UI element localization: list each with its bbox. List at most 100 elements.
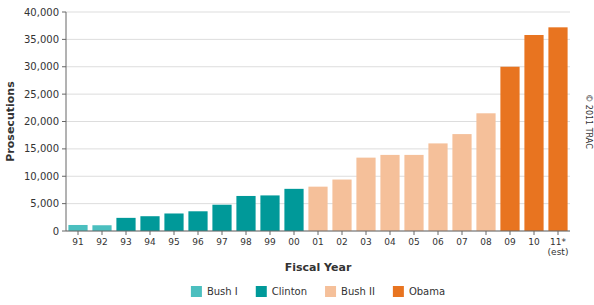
legend-label: Bush II xyxy=(341,286,375,297)
x-tick-label: 95 xyxy=(168,237,179,247)
legend-label: Obama xyxy=(409,286,445,297)
grid-line xyxy=(66,39,570,40)
y-tick xyxy=(62,231,66,232)
x-tick xyxy=(198,231,199,235)
legend-swatch xyxy=(393,286,404,297)
x-tick-label: 91 xyxy=(72,237,83,247)
bar xyxy=(500,67,519,231)
x-tick-label: 05 xyxy=(408,237,419,247)
x-tick xyxy=(78,231,79,235)
x-tick xyxy=(390,231,391,235)
bar xyxy=(428,143,447,231)
y-tick-label: 10,000 xyxy=(24,171,59,182)
legend-item: Bush II xyxy=(325,286,375,297)
x-tick-label: 08 xyxy=(480,237,492,247)
x-tick xyxy=(366,231,367,235)
annotation: © 2011 TRAC xyxy=(584,94,593,149)
x-tick xyxy=(534,231,535,235)
bar xyxy=(68,225,87,231)
y-axis-line xyxy=(66,12,67,231)
y-tick xyxy=(62,148,66,149)
x-tick-label: 07 xyxy=(456,237,467,247)
x-tick xyxy=(246,231,247,235)
bar xyxy=(548,27,567,231)
x-tick xyxy=(486,231,487,235)
x-tick-label: 02 xyxy=(336,237,347,247)
x-axis-title: Fiscal Year xyxy=(285,261,352,274)
legend-swatch xyxy=(256,286,267,297)
bar xyxy=(452,134,471,231)
x-tick xyxy=(294,231,295,235)
legend-swatch xyxy=(325,286,336,297)
grid-line xyxy=(66,12,570,13)
x-tick-label: 09 xyxy=(504,237,516,247)
y-tick-label: 15,000 xyxy=(24,143,59,154)
x-tick-label: 97 xyxy=(216,237,227,247)
legend-item: Bush I xyxy=(191,286,238,297)
legend: Bush I Clinton Bush II Obama xyxy=(191,286,445,297)
x-tick xyxy=(318,231,319,235)
x-tick-label: 04 xyxy=(384,237,396,247)
x-tick xyxy=(414,231,415,235)
x-tick-label: 10 xyxy=(528,237,540,247)
bar xyxy=(404,155,423,231)
x-tick xyxy=(150,231,151,235)
chart: 0 5,000 10,000 15,000 20,000 25,000 30,000 35,0… xyxy=(0,0,594,305)
y-axis-title: Prosecutions xyxy=(4,81,17,162)
y-tick xyxy=(62,12,66,13)
bars xyxy=(68,27,567,231)
y-tick xyxy=(62,66,66,67)
x-tick xyxy=(174,231,175,235)
bar xyxy=(140,216,159,231)
bar xyxy=(212,205,231,231)
legend-item: Clinton xyxy=(256,286,307,297)
x-tick-label: 92 xyxy=(96,237,107,247)
bar xyxy=(476,113,495,231)
x-tick-label: 94 xyxy=(144,237,156,247)
x-tick-label: 93 xyxy=(120,237,131,247)
y-tick xyxy=(62,39,66,40)
y-tick-label: 25,000 xyxy=(24,89,59,100)
x-tick-label: 01 xyxy=(312,237,323,247)
legend-label: Clinton xyxy=(272,286,307,297)
bar xyxy=(260,195,279,231)
legend-swatch xyxy=(191,286,202,297)
bar xyxy=(356,158,375,231)
x-tick xyxy=(558,231,559,235)
y-tick-label: 0 xyxy=(53,226,59,237)
x-tick-label: 03 xyxy=(360,237,371,247)
x-tick-label: 06 xyxy=(432,237,444,247)
bar xyxy=(188,211,207,231)
bar xyxy=(308,187,327,231)
x-tick-label: 99 xyxy=(264,237,276,247)
y-tick xyxy=(62,94,66,95)
x-tick-label: 98 xyxy=(240,237,252,247)
x-tick xyxy=(438,231,439,235)
y-tick xyxy=(62,176,66,177)
x-tick-label: 11*(est) xyxy=(548,237,569,257)
y-tick-label: 35,000 xyxy=(24,34,59,45)
bar xyxy=(380,155,399,231)
bar xyxy=(116,218,135,231)
y-tick-label: 5,000 xyxy=(30,198,59,209)
y-axis: 0 5,000 10,000 15,000 20,000 25,000 30,000 35,0… xyxy=(24,7,66,237)
bar xyxy=(92,225,111,231)
x-axis: 9192939495969798990001020304050607080910… xyxy=(66,231,570,257)
y-tick-label: 20,000 xyxy=(24,116,59,127)
y-tick xyxy=(62,203,66,204)
grid xyxy=(66,12,570,231)
x-tick xyxy=(462,231,463,235)
bar xyxy=(332,180,351,231)
x-tick xyxy=(342,231,343,235)
y-tick-label: 30,000 xyxy=(24,61,59,72)
legend-item: Obama xyxy=(393,286,445,297)
x-tick xyxy=(510,231,511,235)
x-tick xyxy=(126,231,127,235)
y-tick xyxy=(62,121,66,122)
x-tick xyxy=(102,231,103,235)
bar xyxy=(284,189,303,231)
legend-label: Bush I xyxy=(207,286,238,297)
x-tick-label: 00 xyxy=(288,237,300,247)
x-tick xyxy=(222,231,223,235)
y-tick-label: 40,000 xyxy=(24,7,59,18)
